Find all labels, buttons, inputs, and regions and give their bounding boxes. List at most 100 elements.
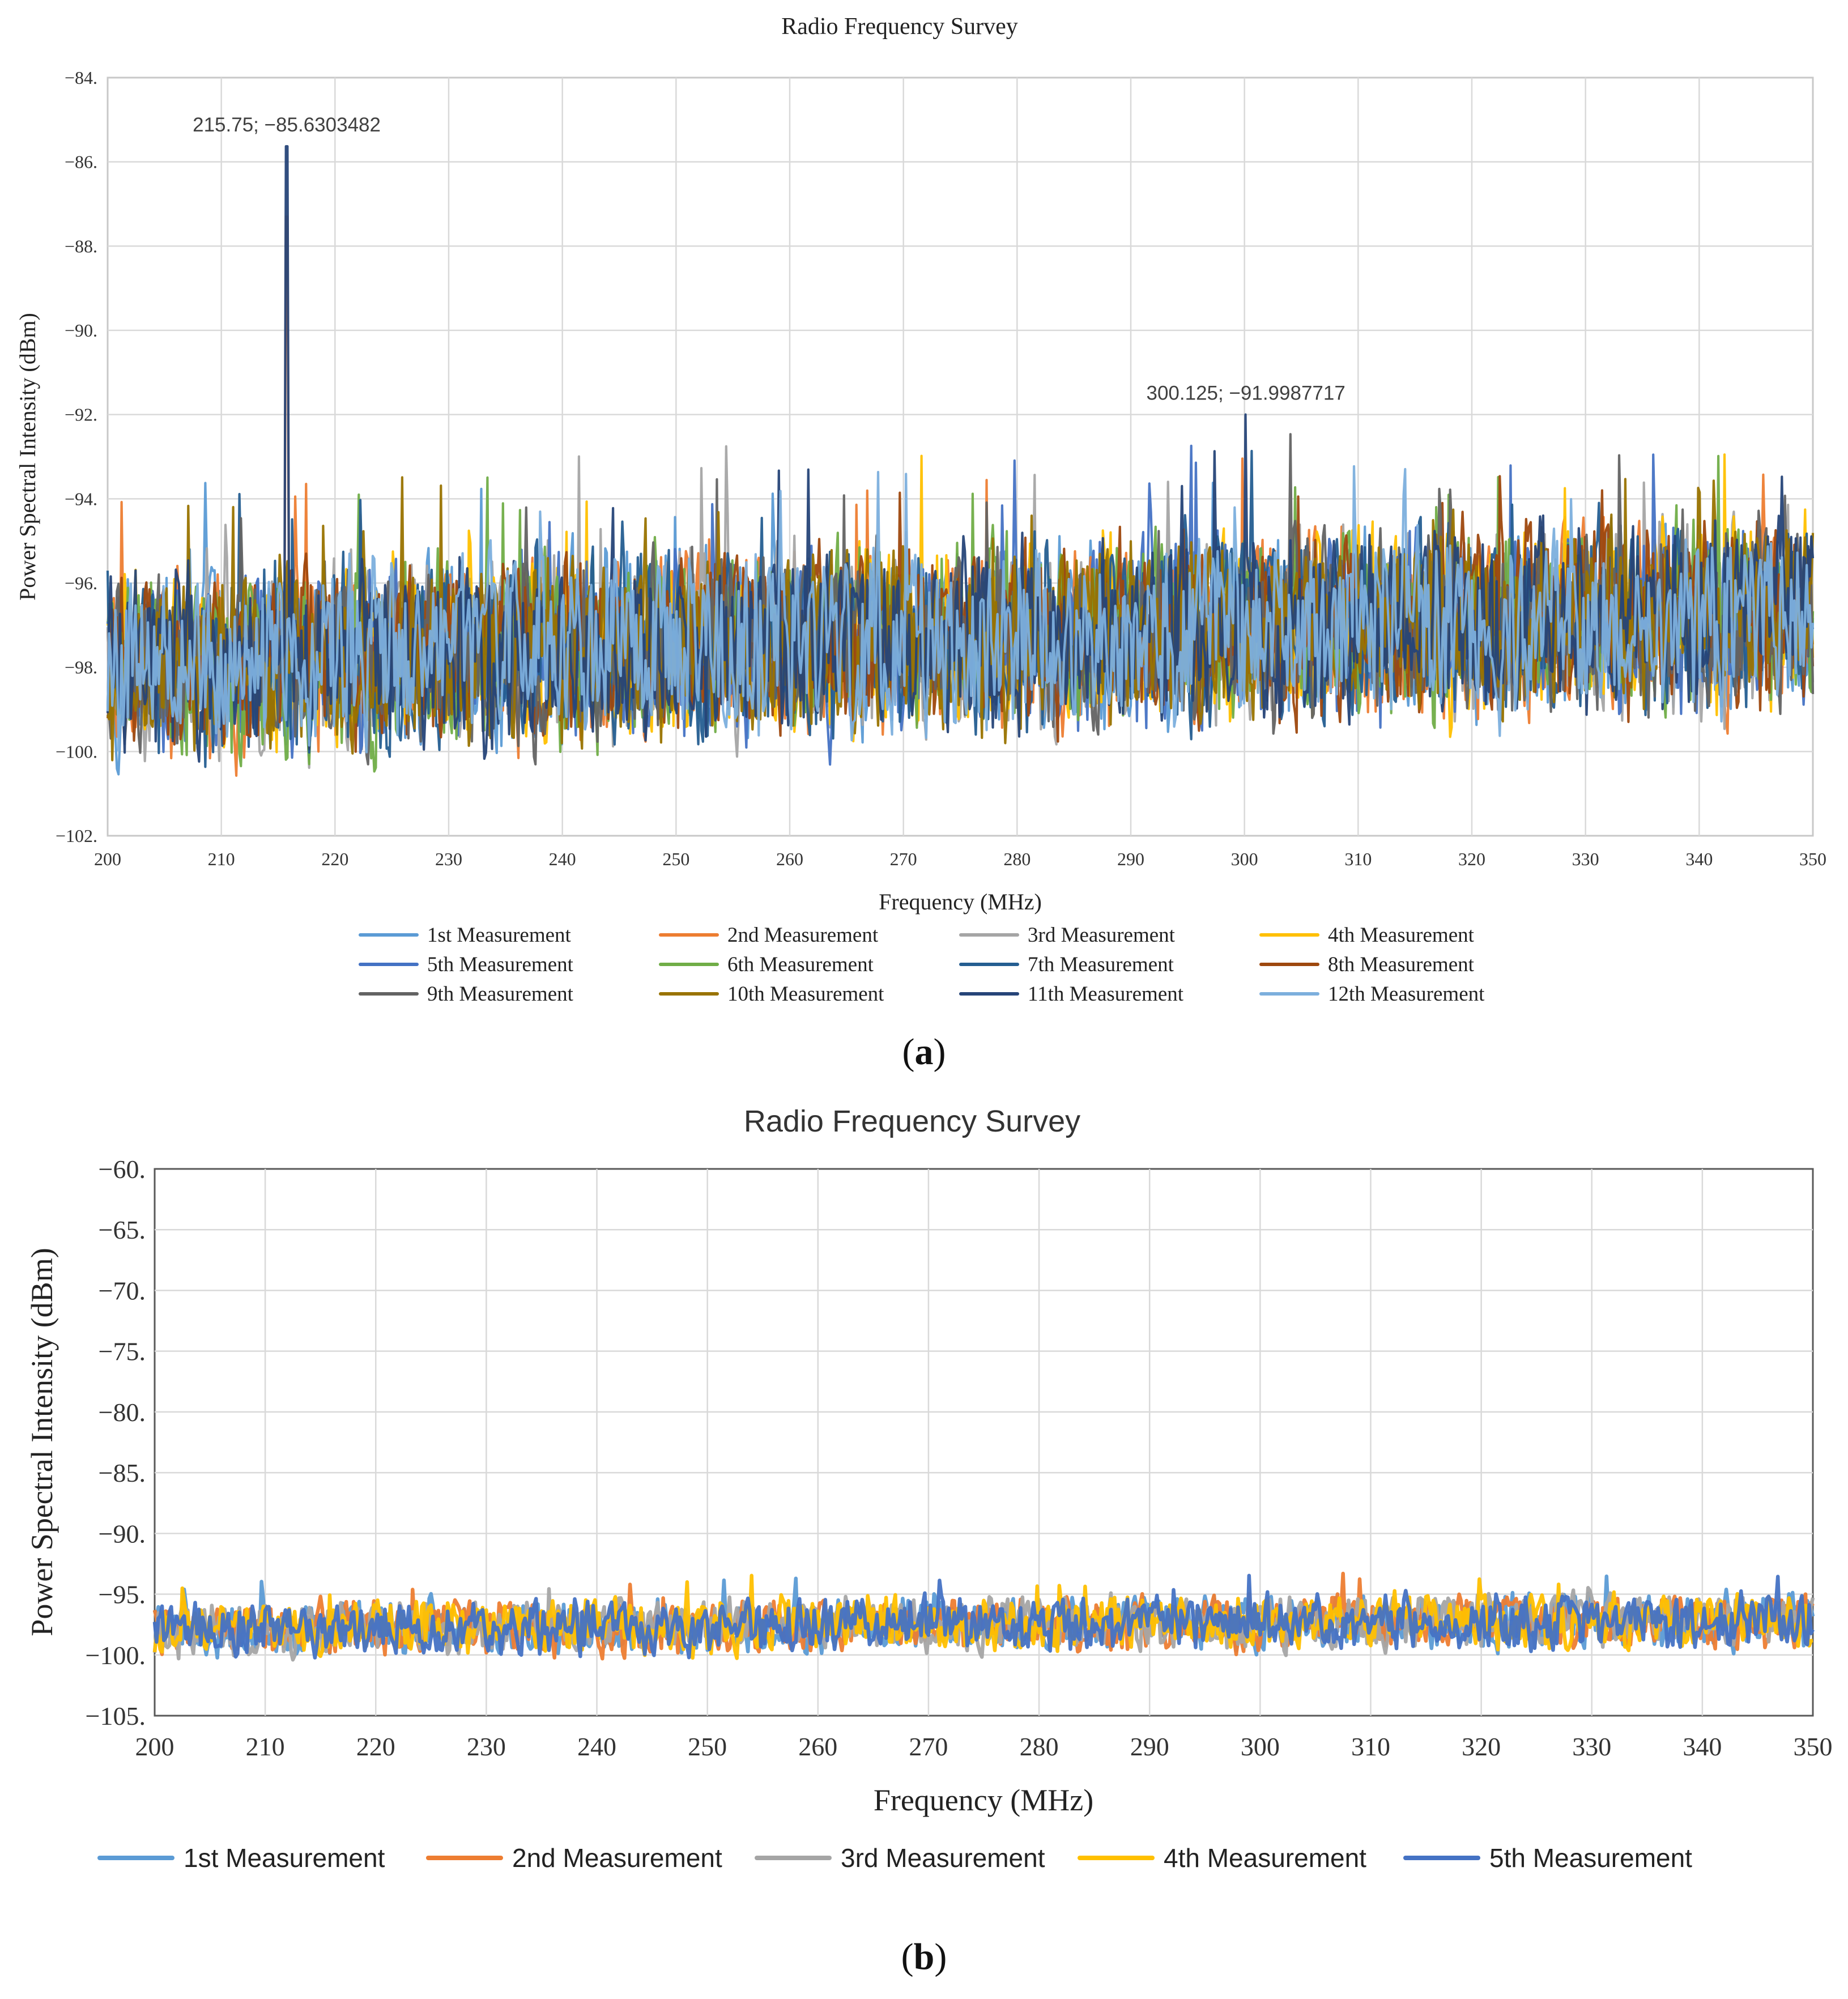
chart-b-y-tick-labels: −60. −65. −70. −75. −80. −85. −90. −95. −100. −10… (86, 1155, 146, 1730)
chart-b-x-tick-label: 300 (1241, 1732, 1280, 1761)
chart-b-x-tick-label: 340 (1683, 1732, 1722, 1761)
chart-b-y-tick-label: −70. (99, 1276, 146, 1305)
chart-a-legend-label: 3rd Measurement (1028, 924, 1176, 947)
chart-a-legend-label: 11th Measurement (1028, 983, 1184, 1006)
panel-a-caption: (a) (902, 1031, 946, 1073)
chart-a-legend-label: 1st Measurement (427, 924, 572, 947)
chart-b-x-tick-label: 230 (467, 1732, 506, 1761)
chart-a-legend-item: 8th Measurement (1259, 953, 1475, 976)
chart-a-x-tick-label: 350 (1799, 849, 1826, 869)
chart-a-legend-item: 10th Measurement (659, 983, 884, 1006)
chart-a-y-tick-labels: −84. −86. −88. −90. −92. −94. −96. −98. −100. −10… (56, 67, 97, 846)
chart-b-x-tick-label: 280 (1020, 1732, 1059, 1761)
panel-b-caption: (b) (901, 1936, 947, 1977)
chart-b-y-axis-label: Power Spectral Intensity (dBm) (25, 1248, 59, 1636)
chart-a-x-tick-labels: 200 210 220 230 240 250 260 270 280 290 300 310 320 3… (94, 849, 1826, 869)
chart-b-legend-label: 2nd Measurement (512, 1843, 722, 1873)
chart-a-legend-label: 8th Measurement (1328, 953, 1475, 976)
chart-b-legend-label: 3rd Measurement (841, 1843, 1045, 1873)
chart-b-legend-label: 1st Measurement (184, 1843, 385, 1873)
chart-b-x-tick-label: 330 (1572, 1732, 1611, 1761)
panel-b-caption-close: ) (934, 1936, 947, 1977)
chart-a-legend-label: 6th Measurement (727, 953, 874, 976)
chart-a-x-tick-label: 250 (662, 849, 689, 869)
chart-b-legend-item: 3rd Measurement (755, 1843, 1045, 1873)
chart-a-annotation-peak-2: 300.125; −91.9987717 (1147, 382, 1345, 405)
chart-b-gridlines (155, 1169, 1813, 1716)
chart-a-legend-item: 1st Measurement (359, 924, 572, 947)
chart-a-legend-label: 2nd Measurement (727, 924, 879, 947)
chart-b-legend-item: 2nd Measurement (426, 1843, 722, 1873)
chart-a-y-tick-label: −92. (65, 405, 97, 425)
chart-panel-b: Radio Frequency Survey −60. −65. −70. −75. −… (25, 1104, 1833, 1977)
chart-b-legend-label: 4th Measurement (1164, 1843, 1366, 1873)
chart-a-legend-item: 12th Measurement (1259, 983, 1485, 1006)
chart-a-x-tick-label: 290 (1117, 849, 1144, 869)
chart-a-x-tick-label: 200 (94, 849, 121, 869)
chart-b-legend-item: 1st Measurement (97, 1843, 385, 1873)
chart-a-x-tick-label: 340 (1685, 849, 1713, 869)
chart-a-x-tick-label: 260 (776, 849, 803, 869)
chart-b-x-tick-label: 250 (688, 1732, 727, 1761)
chart-a-x-tick-label: 310 (1344, 849, 1372, 869)
chart-a-y-tick-label: −102. (56, 826, 97, 846)
chart-a-legend-label: 9th Measurement (427, 983, 574, 1006)
chart-b-y-tick-label: −60. (99, 1155, 146, 1184)
chart-a-legend-label: 5th Measurement (427, 953, 574, 976)
chart-a-x-tick-label: 270 (890, 849, 917, 869)
chart-a-x-tick-label: 280 (1003, 849, 1031, 869)
chart-a-legend-item: 3rd Measurement (959, 924, 1176, 947)
chart-a-legend-item: 4th Measurement (1259, 924, 1475, 947)
chart-a-legend-item: 5th Measurement (359, 953, 574, 976)
chart-b-legend-item: 4th Measurement (1078, 1843, 1366, 1873)
chart-a-legend-label: 7th Measurement (1028, 953, 1174, 976)
chart-a-title: Radio Frequency Survey (781, 14, 1018, 40)
chart-a-legend-item: 2nd Measurement (659, 924, 879, 947)
chart-panel-a: Radio Frequency Survey −84.−86.−88.−90.−… (15, 14, 1826, 1073)
panel-b-caption-letter: b (914, 1936, 935, 1977)
chart-b-x-tick-label: 290 (1130, 1732, 1169, 1761)
chart-a-y-tick-label: −100. (56, 741, 97, 762)
panel-a-caption-letter: a (915, 1031, 934, 1073)
chart-b-legend-item: 5th Measurement (1403, 1843, 1692, 1873)
chart-a-legend-item: 7th Measurement (959, 953, 1174, 976)
chart-b-y-tick-label: −100. (86, 1641, 146, 1670)
chart-b-title: Radio Frequency Survey (744, 1104, 1080, 1138)
chart-a-series-line (106, 465, 1815, 754)
chart-a-x-tick-label: 220 (321, 849, 348, 869)
chart-b-x-tick-label: 350 (1794, 1732, 1833, 1761)
chart-b-y-tick-label: −80. (99, 1398, 146, 1427)
chart-a-x-axis-label: Frequency (MHz) (879, 889, 1042, 915)
panel-a-caption-close: ) (934, 1031, 946, 1073)
chart-b-y-tick-label: −90. (99, 1519, 146, 1548)
chart-b-x-tick-labels: 200 210 220 230 240 250 260 270 280 290 300 310 320 3… (135, 1732, 1833, 1761)
chart-b-x-tick-label: 320 (1462, 1732, 1501, 1761)
chart-a-y-tick-label: −88. (65, 236, 97, 256)
panel-a-caption-open: ( (902, 1031, 915, 1073)
chart-b-series-line (152, 1573, 1815, 1660)
chart-a-annotation-peak-1: 215.75; −85.6303482 (193, 114, 381, 136)
chart-a-y-axis-label: Power Spectral Intensity (dBm) (15, 313, 40, 601)
chart-b-y-tick-label: −85. (99, 1458, 146, 1487)
chart-a-x-tick-label: 210 (208, 849, 235, 869)
chart-a-legend-item: 6th Measurement (659, 953, 874, 976)
chart-b-legend: 1st Measurement 2nd Measurement 3rd Measur… (97, 1843, 1692, 1873)
chart-a-x-tick-label: 320 (1458, 849, 1485, 869)
chart-a-x-tick-label: 230 (435, 849, 462, 869)
chart-a-legend-label: 10th Measurement (727, 983, 884, 1006)
chart-a-y-tick-label: −94. (65, 488, 97, 509)
chart-a-x-tick-label: 240 (549, 849, 576, 869)
chart-a-legend-label: 4th Measurement (1328, 924, 1475, 947)
chart-a-x-tick-label: 330 (1572, 849, 1599, 869)
chart-a-y-tick-label: −96. (65, 573, 97, 593)
chart-b-x-tick-label: 210 (246, 1732, 285, 1761)
chart-a-y-tick-label: −84. (65, 67, 97, 88)
chart-a-y-tick-label: −90. (65, 320, 97, 341)
chart-a-legend-item: 11th Measurement (959, 983, 1184, 1006)
chart-a-legend: 1st Measurement 2nd Measurement 3rd Measur… (359, 924, 1485, 1006)
chart-b-legend-label: 5th Measurement (1489, 1843, 1692, 1873)
chart-b-y-tick-label: −65. (99, 1215, 146, 1244)
chart-b-y-tick-label: −75. (99, 1337, 146, 1366)
panel-b-caption-open: ( (901, 1936, 914, 1977)
